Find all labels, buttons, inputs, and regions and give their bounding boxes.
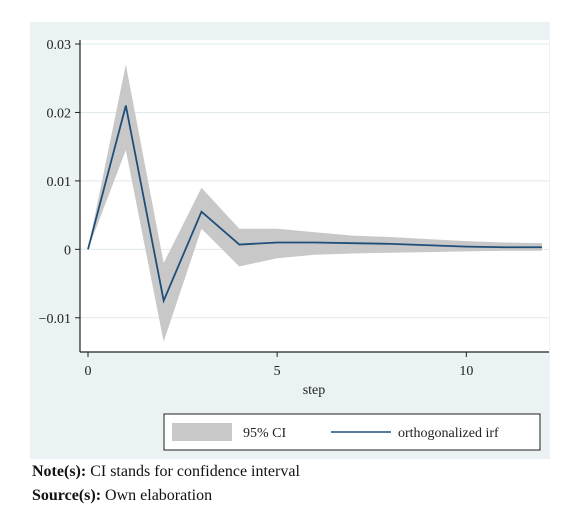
legend-label-ci: 95% CI <box>243 426 287 441</box>
legend: 95% CI orthogonalized irf <box>163 413 541 451</box>
x-tick-label-1: 5 <box>274 364 281 379</box>
legend-label-irf: orthogonalized irf <box>398 426 499 441</box>
figure-notes: Note(s): CI stands for confidence interv… <box>32 460 300 508</box>
x-axis-label: step <box>303 383 326 398</box>
note-text: CI stands for confidence interval <box>86 463 300 480</box>
y-ticks: 0.03 0.02 0.01 0 −0.01 <box>39 38 80 327</box>
source-line: Source(s): Own elaboration <box>32 484 300 508</box>
y-tick-label-4: −0.01 <box>39 312 71 327</box>
note-label: Note(s): <box>32 463 87 480</box>
y-tick-label-0: 0.03 <box>47 38 72 53</box>
y-tick-label-1: 0.02 <box>47 106 72 121</box>
x-tick-label-2: 10 <box>459 364 473 379</box>
irf-line-group <box>87 105 542 304</box>
source-text: Own elaboration <box>101 487 213 504</box>
y-tick-label-3: 0 <box>64 243 71 258</box>
source-label: Source(s): <box>32 487 102 504</box>
x-tick-label-0: 0 <box>85 364 92 379</box>
irf-line <box>87 105 542 304</box>
y-tick-label-2: 0.01 <box>47 175 72 190</box>
note-line: Note(s): CI stands for confidence interv… <box>32 460 300 484</box>
x-ticks: 0 5 10 <box>85 352 473 379</box>
legend-swatch-ci <box>172 423 232 441</box>
